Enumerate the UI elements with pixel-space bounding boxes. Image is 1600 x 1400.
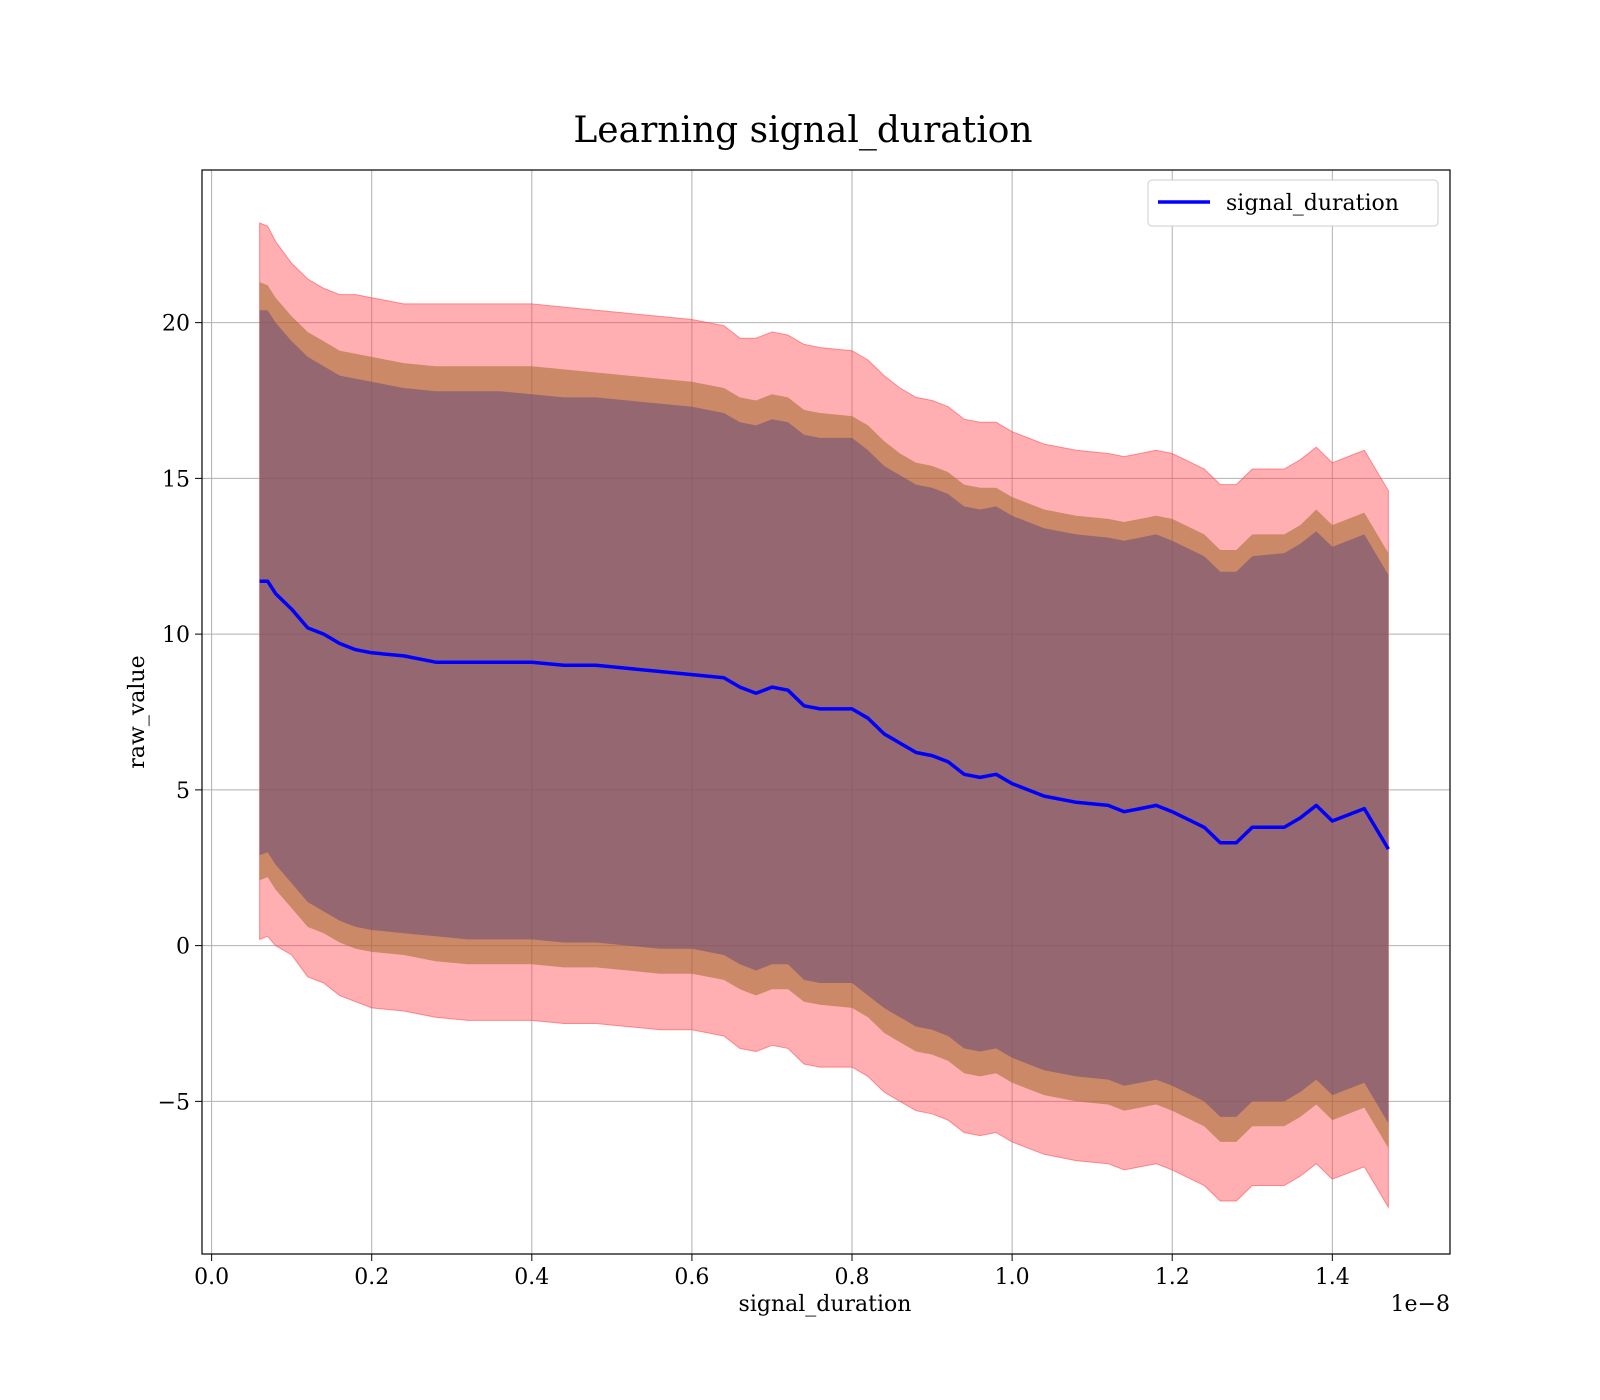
y-axis-label: raw_value: [125, 655, 150, 768]
x-tick-label: 1.0: [995, 1265, 1030, 1290]
x-axis-label: signal_duration: [739, 1292, 912, 1317]
y-tick-label: 5: [176, 779, 190, 804]
legend: signal_duration: [1147, 179, 1439, 227]
confidence-bands: [259, 222, 1389, 1210]
x-tick-label: 0.2: [354, 1265, 389, 1290]
chart-title: Learning signal_duration: [573, 110, 1032, 151]
x-axis-offset-label: 1e−8: [1391, 1292, 1450, 1317]
y-axis: −5 0 5 10 15 20: [158, 312, 202, 1115]
series-lines: [259, 579, 1390, 850]
legend-entry-signal-duration: signal_duration: [1226, 191, 1399, 216]
x-tick-label: 0.4: [514, 1265, 549, 1290]
x-tick-label: 0.0: [194, 1265, 229, 1290]
y-tick-label: 10: [162, 623, 190, 648]
y-tick-label: 20: [162, 312, 190, 337]
x-axis: 0.0 0.2 0.4 0.6 0.8 1.0 1.2 1.4: [194, 1254, 1350, 1290]
plot-frame: [201, 169, 1451, 1255]
x-tick-label: 1.2: [1155, 1265, 1190, 1290]
legend-box: [1147, 179, 1439, 227]
x-tick-label: 0.6: [674, 1265, 709, 1290]
series-line-signal-duration: [259, 579, 1390, 850]
x-tick-label: 1.4: [1315, 1265, 1350, 1290]
x-tick-label: 0.8: [835, 1265, 870, 1290]
band-inner: [259, 310, 1389, 1124]
y-tick-label: 15: [162, 467, 190, 492]
y-tick-label: −5: [158, 1090, 190, 1115]
y-tick-label: 0: [176, 935, 190, 960]
